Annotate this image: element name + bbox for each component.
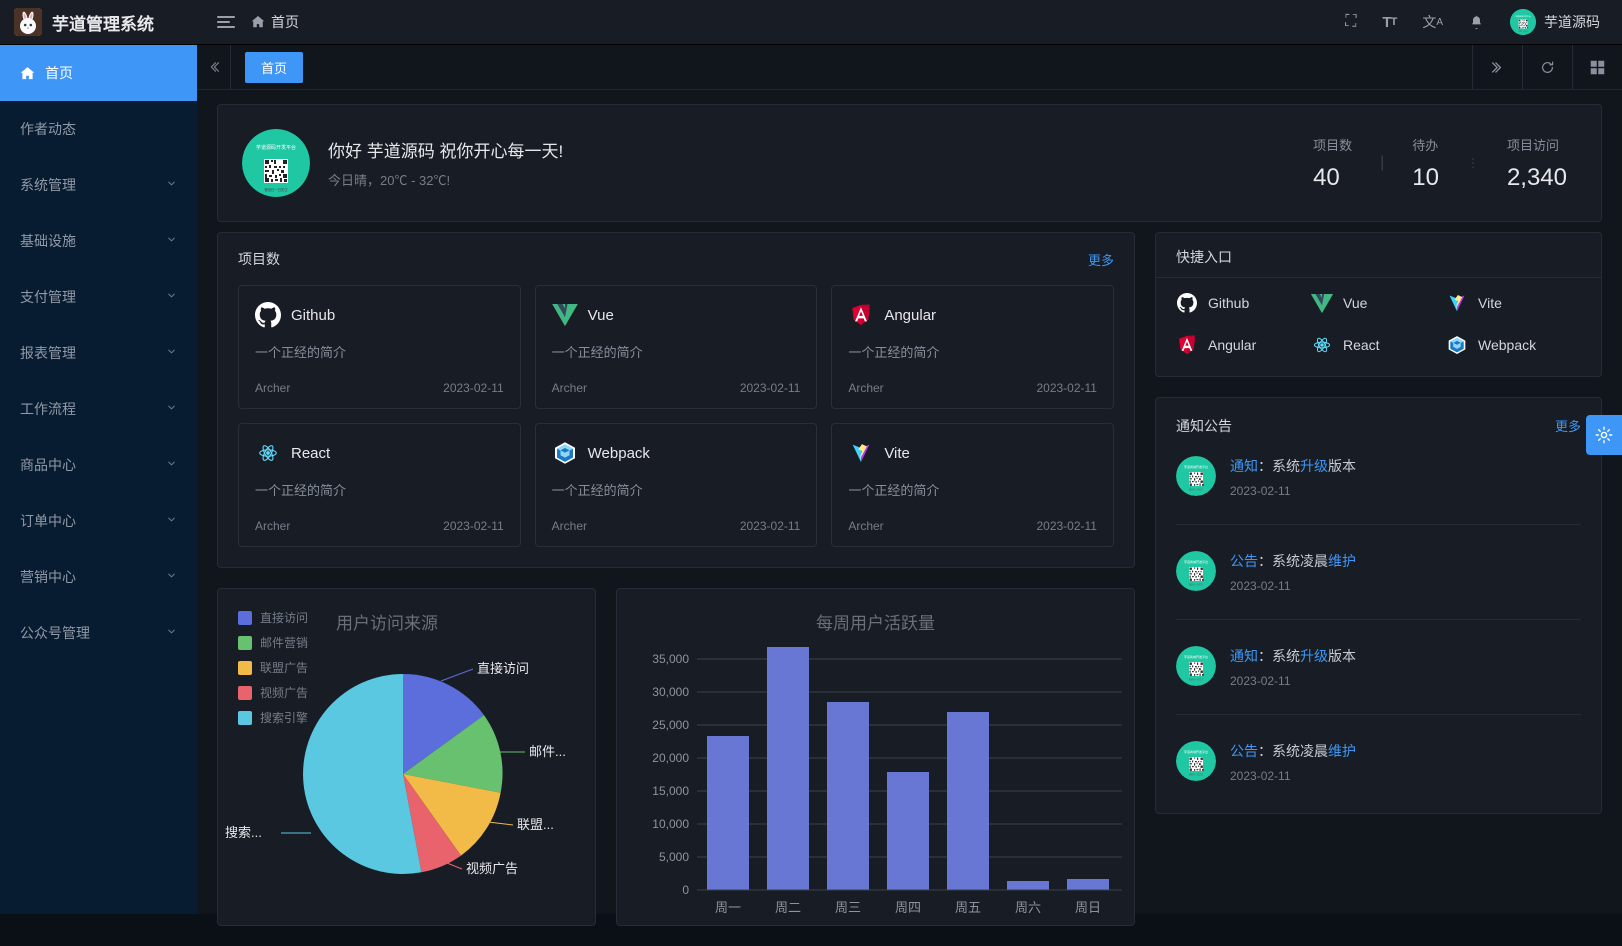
svg-text:周一: 周一 [715, 900, 741, 915]
svg-text:芋道商城开发平台: 芋道商城开发平台 [1184, 464, 1208, 469]
svg-text:微信扫一扫关注: 微信扫一扫关注 [264, 187, 288, 192]
svg-text:周日: 周日 [1075, 900, 1101, 915]
svg-text:25,000: 25,000 [652, 718, 689, 732]
svg-text:直接访问: 直接访问 [477, 661, 529, 676]
svg-text:周六: 周六 [1015, 900, 1041, 915]
svg-text:30,000: 30,000 [652, 685, 689, 699]
svg-text:10,000: 10,000 [652, 817, 689, 831]
svg-text:0: 0 [682, 883, 689, 897]
svg-text:5,000: 5,000 [659, 850, 689, 864]
svg-text:联盟...: 联盟... [517, 817, 554, 832]
svg-text:搜索...: 搜索... [225, 825, 262, 840]
svg-text:周二: 周二 [775, 900, 801, 915]
svg-text:芋道商城开发平台: 芋道商城开发平台 [1184, 559, 1208, 564]
svg-text:周五: 周五 [955, 900, 981, 915]
svg-text:20,000: 20,000 [652, 751, 689, 765]
svg-text:周四: 周四 [895, 900, 921, 915]
svg-text:邮件...: 邮件... [529, 744, 566, 759]
svg-text:视频广告: 视频广告 [466, 861, 518, 876]
svg-text:周三: 周三 [835, 900, 861, 915]
svg-text:芋道商城开发平台: 芋道商城开发平台 [1184, 654, 1208, 659]
svg-text:35,000: 35,000 [652, 652, 689, 666]
svg-text:芋道源码开发平台: 芋道源码开发平台 [256, 144, 296, 151]
svg-text:15,000: 15,000 [652, 784, 689, 798]
svg-text:芋道商城开发平台: 芋道商城开发平台 [1184, 749, 1208, 754]
